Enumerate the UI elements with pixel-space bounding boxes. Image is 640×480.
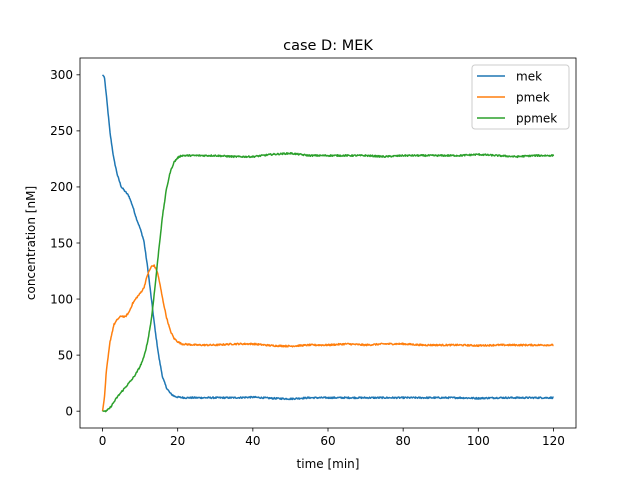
plot-area: [101, 74, 555, 413]
x-tick-label: 120: [542, 434, 565, 448]
y-tick-label: 0: [65, 404, 73, 418]
y-tick-label: 250: [50, 124, 73, 138]
legend-label-mek: mek: [516, 69, 542, 83]
x-tick-label: 20: [170, 434, 185, 448]
x-tick-label: 80: [396, 434, 411, 448]
x-tick-label: 100: [467, 434, 490, 448]
legend-label-ppmek: ppmek: [516, 111, 557, 125]
x-tick-label: 0: [99, 434, 107, 448]
series-line-ppmek: [102, 152, 555, 413]
x-tick-label: 40: [245, 434, 260, 448]
x-tick-label: 60: [320, 434, 335, 448]
y-tick-label: 100: [50, 292, 73, 306]
y-tick-label: 50: [58, 348, 73, 362]
series-line-pmek: [101, 264, 554, 412]
x-axis-label: time [min]: [297, 457, 360, 471]
y-tick-label: 300: [50, 68, 73, 82]
legend: mek pmek ppmek: [471, 64, 570, 130]
chart-title: case D: MEK: [283, 38, 373, 54]
y-tick-label: 200: [50, 180, 73, 194]
series-line-mek: [101, 74, 554, 401]
y-tick-label: 150: [50, 236, 73, 250]
legend-box: [471, 64, 570, 130]
y-axis-label: concentration [nM]: [24, 186, 38, 300]
ticks: 0 20 40 60 80 100 120 0 50 100 150 200 250 300: [50, 68, 565, 448]
legend-label-pmek: pmek: [516, 90, 550, 104]
